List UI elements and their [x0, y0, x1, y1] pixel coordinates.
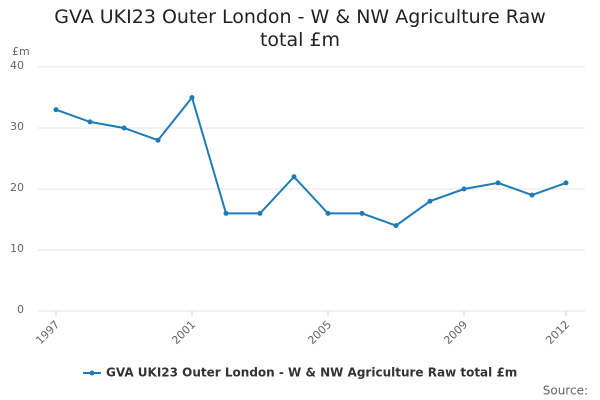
data-point: [393, 223, 399, 229]
y-tick-label: 10: [10, 242, 24, 255]
y-tick-label: 0: [17, 303, 24, 316]
data-point: [87, 119, 93, 125]
data-line: [55, 95, 567, 227]
legend-swatch-dot: [89, 370, 95, 376]
data-point: [291, 174, 297, 180]
x-tick-label: 1997: [33, 318, 62, 347]
source-label: Source:: [543, 384, 588, 398]
y-tick-label: 30: [10, 120, 24, 133]
x-tick-label: 2012: [543, 318, 572, 347]
x-tick-label: 2009: [441, 318, 470, 347]
data-point: [359, 210, 365, 216]
data-point: [529, 192, 535, 198]
y-tick-label: 40: [10, 59, 24, 72]
data-point: [325, 210, 331, 216]
data-point: [257, 210, 263, 216]
data-point: [155, 137, 161, 143]
legend-label: GVA UKI23 Outer London - W & NW Agricult…: [106, 366, 517, 380]
chart-title: GVA UKI23 Outer London - W & NW Agricult…: [54, 6, 546, 51]
data-point: [427, 198, 433, 204]
data-point: [53, 107, 59, 113]
x-tick-label: 2005: [305, 318, 334, 347]
x-tick-label: 2001: [169, 318, 198, 347]
y-tick-label: 20: [10, 181, 24, 194]
data-point: [563, 180, 569, 186]
data-point: [121, 125, 127, 131]
data-point: [461, 186, 467, 192]
y-axis-label: £m: [12, 45, 30, 58]
data-point: [189, 95, 195, 100]
data-point: [223, 210, 229, 216]
data-point: [495, 180, 501, 186]
